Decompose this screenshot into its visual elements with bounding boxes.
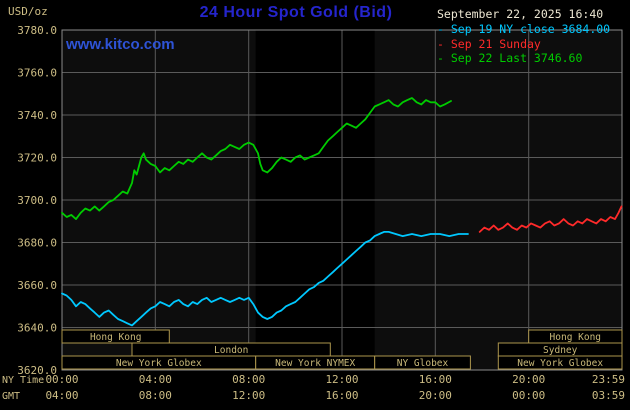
session-label: London: [214, 345, 248, 356]
session-bar: London: [131, 342, 331, 357]
svg-text:3720.0: 3720.0: [17, 152, 57, 165]
chart-title: 24 Hour Spot Gold (Bid): [199, 4, 393, 21]
x-axis-gmt-labels: 04:00 08:00 12:00 16:00 20:00 00:00 03:59: [45, 389, 625, 402]
session-bar: Sydney: [497, 342, 623, 357]
session-label: Hong Kong: [550, 332, 601, 343]
svg-text:08:00: 08:00: [139, 389, 172, 402]
session-bar: NY Globex: [374, 355, 471, 370]
svg-text:3700.0: 3700.0: [17, 194, 57, 207]
legend: - Sep 19 NY close 3684.00- Sep 21 Sunday…: [437, 22, 610, 66]
session-label: New York Globex: [517, 358, 603, 369]
session-label: Sydney: [543, 345, 578, 356]
datetime-stamp: September 22, 2025 16:40: [437, 7, 604, 21]
svg-text:3680.0: 3680.0: [17, 237, 57, 250]
legend-item: - Sep 22 Last 3746.60: [437, 51, 583, 65]
ny-time-label: NY Time: [2, 375, 44, 386]
session-bar: Hong Kong: [61, 329, 170, 344]
y-axis-labels: 3620.0 3640.0 3660.0 3680.0 3700.0 3720.0 3740…: [17, 24, 57, 377]
svg-text:3660.0: 3660.0: [17, 279, 57, 292]
gmt-label: GMT: [2, 391, 20, 402]
svg-text:12:00: 12:00: [325, 373, 358, 386]
x-axis-ny-labels: 00:00 04:00 08:00 12:00 16:00 20:00 23:59: [45, 373, 625, 386]
plot-border: [61, 29, 623, 371]
session-bar: New York Globex: [497, 355, 623, 370]
session-bar: New York Globex: [61, 355, 257, 370]
svg-text:20:00: 20:00: [419, 389, 452, 402]
svg-text:08:00: 08:00: [232, 373, 265, 386]
legend-item: - Sep 19 NY close 3684.00: [437, 22, 611, 36]
svg-text:00:00: 00:00: [512, 389, 545, 402]
svg-text:16:00: 16:00: [419, 373, 452, 386]
session-label: New York Globex: [116, 358, 202, 369]
y-axis-unit-label: USD/oz: [8, 5, 48, 18]
svg-text:3760.0: 3760.0: [17, 67, 57, 80]
session-bar: New York NYMEX: [255, 355, 376, 370]
session-bars: Hong Kong London New York Globex New York N…: [61, 329, 623, 370]
kitco-watermark-link[interactable]: www.kitco.com: [66, 36, 175, 53]
session-label: Hong Kong: [90, 332, 141, 343]
series-sep21-sunday: [478, 205, 623, 233]
svg-text:3620.0: 3620.0: [17, 364, 57, 377]
session-label: NY Globex: [397, 358, 449, 369]
svg-text:04:00: 04:00: [45, 389, 78, 402]
svg-text:23:59: 23:59: [592, 373, 625, 386]
svg-text:16:00: 16:00: [325, 389, 358, 402]
svg-text:04:00: 04:00: [139, 373, 172, 386]
svg-text:3640.0: 3640.0: [17, 322, 57, 335]
svg-text:3740.0: 3740.0: [17, 109, 57, 122]
svg-text:20:00: 20:00: [512, 373, 545, 386]
legend-item: - Sep 21 Sunday: [437, 36, 541, 51]
session-label: New York NYMEX: [275, 358, 355, 369]
gridlines: [62, 30, 622, 370]
series-sep19-ny-close: [61, 230, 469, 327]
session-bar: Hong Kong: [528, 329, 623, 344]
svg-text:00:00: 00:00: [45, 373, 78, 386]
series-sep22-last: [61, 97, 452, 221]
svg-text:3780.0: 3780.0: [17, 24, 57, 37]
svg-text:03:59: 03:59: [592, 389, 625, 402]
svg-text:12:00: 12:00: [232, 389, 265, 402]
